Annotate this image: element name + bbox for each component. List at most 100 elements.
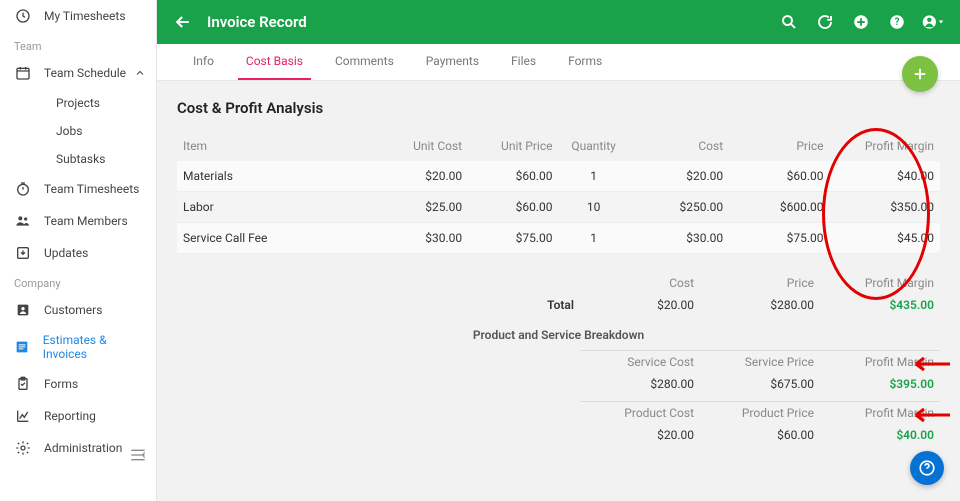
sidebar-item-label: Customers xyxy=(44,303,102,317)
totals: Cost Price Profit Margin Total $20.00 $2… xyxy=(177,272,940,446)
sidebar-item-team-schedule[interactable]: Team Schedule xyxy=(0,57,156,89)
refresh-icon[interactable] xyxy=(814,11,836,33)
breakdown-label: Product and Service Breakdown xyxy=(177,328,940,342)
table-row: Service Call Fee$30.00$75.001$30.00$75.0… xyxy=(177,223,940,254)
cell-unit-cost: $20.00 xyxy=(378,161,468,192)
cell-profit: $40.00 xyxy=(830,161,940,192)
prod-cost: $20.00 xyxy=(574,428,694,442)
sidebar-item-label: Updates xyxy=(44,246,88,260)
tab-files[interactable]: Files xyxy=(495,44,552,80)
col-item: Item xyxy=(177,131,378,161)
tab-forms[interactable]: Forms xyxy=(552,44,618,80)
totals-price-hdr: Price xyxy=(694,276,814,290)
col-unit-cost: Unit Cost xyxy=(378,131,468,161)
cell-cost: $30.00 xyxy=(629,223,729,254)
cell-item: Labor xyxy=(177,192,378,223)
cell-cost: $20.00 xyxy=(629,161,729,192)
sidebar-item-estimates[interactable]: Estimates & Invoices xyxy=(0,326,156,368)
col-quantity: Quantity xyxy=(558,131,628,161)
cell-price: $60.00 xyxy=(729,161,829,192)
sidebar-item-label: My Timesheets xyxy=(44,9,126,23)
clock-icon xyxy=(14,7,32,25)
prod-price: $60.00 xyxy=(694,428,814,442)
sidebar-item-subtasks[interactable]: Subtasks xyxy=(0,145,156,173)
collapse-icon[interactable] xyxy=(130,449,146,461)
totals-cost: $20.00 xyxy=(574,298,694,312)
svc-price-hdr: Service Price xyxy=(694,355,814,369)
sidebar-section-team: Team xyxy=(0,32,156,57)
col-unit-price: Unit Price xyxy=(468,131,558,161)
download-icon xyxy=(14,244,32,262)
sidebar-item-label: Team Timesheets xyxy=(44,182,139,196)
content: Cost & Profit Analysis Item Unit Cost Un… xyxy=(157,81,960,464)
sidebar-item-team-members[interactable]: Team Members xyxy=(0,205,156,237)
page-title: Invoice Record xyxy=(207,13,307,31)
tabs: Info Cost Basis Comments Payments Files … xyxy=(157,44,960,81)
fab-add-button[interactable] xyxy=(902,56,938,92)
cell-unit-price: $60.00 xyxy=(468,192,558,223)
cell-quantity: 1 xyxy=(558,223,628,254)
tab-cost-basis[interactable]: Cost Basis xyxy=(230,44,319,80)
account-menu[interactable] xyxy=(922,11,944,33)
svc-cost: $280.00 xyxy=(574,377,694,391)
cell-unit-price: $60.00 xyxy=(468,161,558,192)
sidebar-item-team-timesheets[interactable]: Team Timesheets xyxy=(0,173,156,205)
main: Info Cost Basis Comments Payments Files … xyxy=(157,44,960,501)
sidebar-item-label: Estimates & Invoices xyxy=(43,333,146,361)
totals-price: $280.00 xyxy=(694,298,814,312)
prod-profit-hdr: Profit Margin xyxy=(814,406,934,420)
add-icon[interactable] xyxy=(850,11,872,33)
sidebar-item-updates[interactable]: Updates xyxy=(0,237,156,269)
gear-icon xyxy=(14,439,32,457)
back-button[interactable] xyxy=(173,12,193,32)
people-icon xyxy=(14,212,32,230)
svg-text:?: ? xyxy=(895,17,900,28)
table-row: Materials$20.00$60.001$20.00$60.00$40.00 xyxy=(177,161,940,192)
sidebar-item-label: Reporting xyxy=(44,409,96,423)
sidebar-item-label: Administration xyxy=(44,441,122,455)
stopwatch-icon xyxy=(14,180,32,198)
sidebar: My Timesheets Team Team Schedule Project… xyxy=(0,0,157,501)
sidebar-item-reporting[interactable]: Reporting xyxy=(0,400,156,432)
sidebar-item-label: Forms xyxy=(44,377,78,391)
sidebar-item-jobs[interactable]: Jobs xyxy=(0,117,156,145)
cell-item: Materials xyxy=(177,161,378,192)
panel-title: Cost & Profit Analysis xyxy=(177,99,940,117)
sidebar-item-label: Team Schedule xyxy=(44,66,126,80)
cell-unit-cost: $30.00 xyxy=(378,223,468,254)
col-profit: Profit Margin xyxy=(830,131,940,161)
tab-info[interactable]: Info xyxy=(177,44,230,80)
help-icon[interactable]: ? xyxy=(886,11,908,33)
tab-payments[interactable]: Payments xyxy=(410,44,495,80)
col-cost: Cost xyxy=(629,131,729,161)
calendar-icon xyxy=(14,64,32,82)
tab-comments[interactable]: Comments xyxy=(319,44,410,80)
cell-item: Service Call Fee xyxy=(177,223,378,254)
prod-price-hdr: Product Price xyxy=(694,406,814,420)
sidebar-item-forms[interactable]: Forms xyxy=(0,368,156,400)
table-row: Labor$25.00$60.0010$250.00$600.00$350.00 xyxy=(177,192,940,223)
topbar: Invoice Record ? xyxy=(157,0,960,44)
col-price: Price xyxy=(729,131,829,161)
contact-icon xyxy=(14,301,32,319)
totals-label: Total xyxy=(454,298,574,312)
svc-cost-hdr: Service Cost xyxy=(574,355,694,369)
cell-price: $75.00 xyxy=(729,223,829,254)
search-icon[interactable] xyxy=(778,11,800,33)
totals-profit-hdr: Profit Margin xyxy=(814,276,934,290)
prod-profit: $40.00 xyxy=(814,428,934,442)
sidebar-item-customers[interactable]: Customers xyxy=(0,294,156,326)
svc-profit-hdr: Profit Margin xyxy=(814,355,934,369)
chart-icon xyxy=(14,407,32,425)
chevron-up-icon xyxy=(134,67,146,79)
sidebar-item-projects[interactable]: Projects xyxy=(0,89,156,117)
cell-price: $600.00 xyxy=(729,192,829,223)
sidebar-item-label: Projects xyxy=(56,96,100,110)
help-bubble[interactable] xyxy=(910,451,944,485)
clipboard-icon xyxy=(14,375,32,393)
sidebar-section-company: Company xyxy=(0,269,156,294)
cell-profit: $45.00 xyxy=(830,223,940,254)
svc-profit: $395.00 xyxy=(814,377,934,391)
cell-cost: $250.00 xyxy=(629,192,729,223)
sidebar-item-my-timesheets[interactable]: My Timesheets xyxy=(0,0,156,32)
